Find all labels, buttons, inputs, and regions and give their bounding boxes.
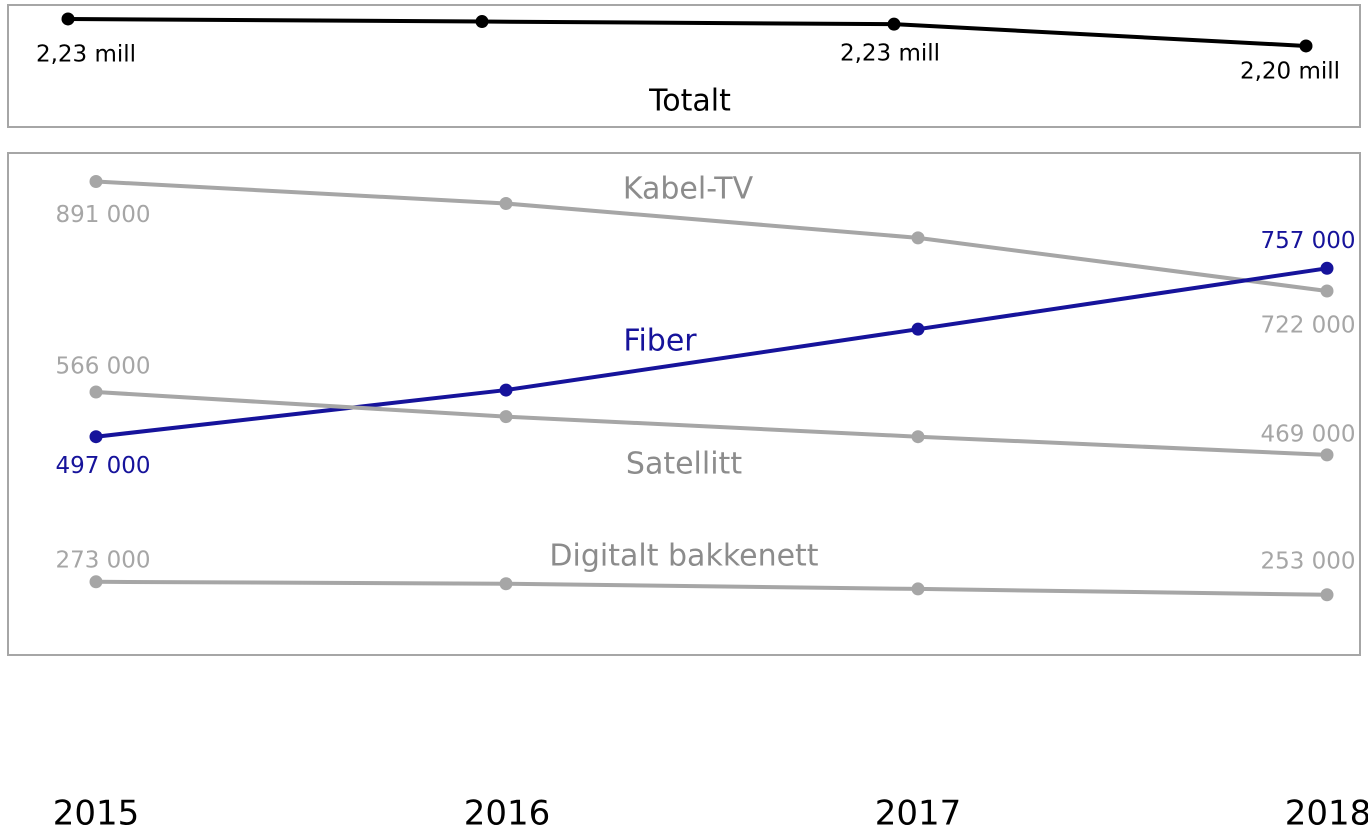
data-label: 2,23 mill [36,41,136,67]
data-point [1320,284,1334,298]
data-point [499,197,513,211]
data-label: 469 000 [1260,421,1355,447]
series-line [95,579,1328,597]
data-point [911,430,925,444]
data-point [499,410,513,424]
series-label: Satellitt [626,447,742,482]
series-label: Digitalt bakkenett [549,539,818,574]
data-label: 2,20 mill [1240,58,1340,84]
data-label: 253 000 [1260,548,1355,574]
series-line [95,390,1328,457]
data-point [61,12,75,26]
x-tick-label: 2018 [1285,794,1368,834]
data-label: 497 000 [55,453,150,479]
data-point [1320,448,1334,462]
data-label: 757 000 [1260,228,1355,254]
series-line [67,16,1307,48]
series-line [95,266,1328,439]
data-point [89,575,103,589]
series-label: Kabel-TV [623,172,754,207]
x-tick-label: 2015 [53,794,140,834]
series-label: Fiber [623,324,697,359]
data-point [475,15,489,29]
x-tick-label: 2017 [875,794,962,834]
series-line [95,179,1328,293]
data-point [1320,261,1334,275]
data-point [911,231,925,245]
data-label: 722 000 [1260,312,1355,338]
data-point [89,175,103,189]
data-point [1299,39,1313,53]
data-point [499,577,513,591]
x-tick-label: 2016 [464,794,551,834]
data-point [1320,588,1334,602]
data-point [89,385,103,399]
data-point [887,17,901,31]
panel-frame [7,4,1361,128]
data-point [911,322,925,336]
data-label: 891 000 [55,202,150,228]
data-point [499,383,513,397]
data-label: 566 000 [55,354,150,380]
panel-frame [7,152,1361,656]
chart-title: Totalt [648,84,731,119]
data-label: 273 000 [55,547,150,573]
data-point [911,582,925,596]
data-point [89,430,103,444]
data-label: 2,23 mill [840,41,940,67]
